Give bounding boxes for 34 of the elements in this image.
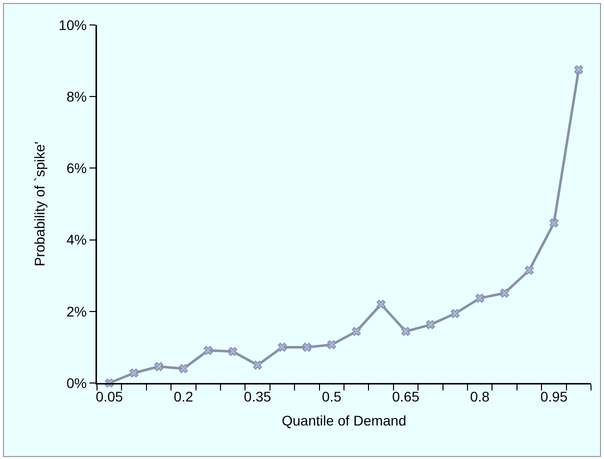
y-tick-label: 2% [66,303,87,320]
x-tick-label: 0.05 [96,388,124,404]
point [327,340,336,350]
point [450,309,460,318]
y-tick-label: 10% [58,16,87,33]
point [475,294,484,303]
x-tick-label: 0.35 [244,388,272,404]
x-tick-label: 0.8 [470,388,490,404]
x-axis-title: Quantile of Demand [282,412,406,428]
y-tick-label: 6% [66,160,87,176]
point [130,368,139,378]
point [376,300,386,309]
point [426,320,435,330]
point [253,360,262,370]
y-tick-label: 0% [66,374,87,391]
point [178,364,188,374]
point [228,347,238,356]
point [574,65,584,74]
point [549,218,558,228]
y-tick-label: 4% [66,232,87,248]
point [278,342,287,352]
x-tick-label: 0.65 [392,388,420,404]
x-tick-label: 0.5 [322,388,342,404]
point [524,266,534,275]
point [352,326,361,336]
point [302,342,312,352]
y-axis-title: Probability of `spike' [32,142,48,266]
point [154,362,164,371]
x-tick-label: 0.95 [540,388,568,404]
y-tick-label: 8% [66,88,87,104]
x-tick-label: 0.2 [174,388,194,404]
point [401,326,410,336]
point [204,346,213,355]
point [500,288,510,298]
